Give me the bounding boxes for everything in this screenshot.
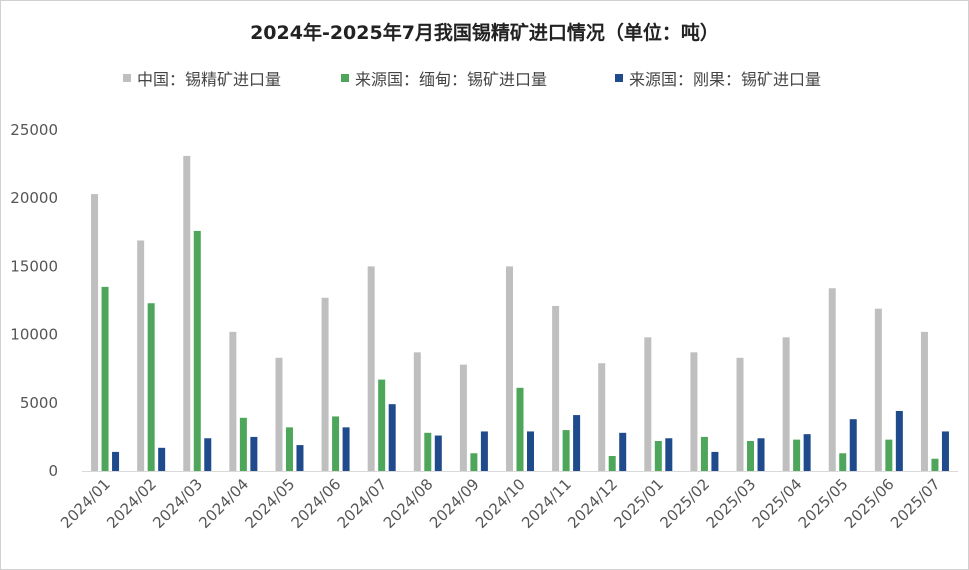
bar-series-0-2025-04 xyxy=(782,337,790,471)
bar-series-1-2024-01 xyxy=(101,286,109,471)
x-tick-label: 2025/03 xyxy=(703,475,760,532)
bar-series-2-2025-01 xyxy=(665,438,673,471)
legend-label-congo: 来源国：刚果：锡矿进口量 xyxy=(629,70,822,89)
bar-series-1-2024-03 xyxy=(193,230,201,471)
x-tick-label: 2025/04 xyxy=(749,475,806,532)
bar-series-0-2024-04 xyxy=(229,331,237,471)
bar-series-0-2024-12 xyxy=(598,363,606,471)
bar-series-1-2024-08 xyxy=(424,432,432,471)
x-tick-label: 2024/05 xyxy=(242,475,299,532)
x-tick-label: 2024/06 xyxy=(288,475,345,532)
legend-item-china: 中国：锡精矿进口量 xyxy=(123,66,281,90)
bar-series-0-2024-06 xyxy=(321,297,329,471)
bar-series-2-2024-04 xyxy=(250,436,258,471)
x-tick-label: 2024/01 xyxy=(57,475,114,532)
bar-series-2-2024-03 xyxy=(204,438,212,471)
bar-series-2-2024-10 xyxy=(527,431,534,471)
x-tick-label: 2024/04 xyxy=(195,475,252,532)
bar-series-0-2024-08 xyxy=(413,352,421,471)
bar-series-2-2025-06 xyxy=(895,410,903,471)
bar-series-1-2024-09 xyxy=(470,453,478,471)
bar-series-2-2024-11 xyxy=(573,415,581,471)
bar-series-2-2024-02 xyxy=(158,447,166,471)
x-tick-label: 2024/02 xyxy=(103,475,160,532)
bar-series-2-2024-12 xyxy=(619,432,627,471)
bar-series-2-2025-02 xyxy=(711,451,719,471)
x-tick-label: 2024/09 xyxy=(426,475,483,532)
bar-series-1-2024-11 xyxy=(562,430,570,471)
bar-series-1-2024-10 xyxy=(516,387,524,471)
y-tick-label: 25000 xyxy=(10,121,58,139)
bar-series-0-2024-03 xyxy=(183,155,191,471)
x-tick-label: 2024/07 xyxy=(334,475,391,532)
bar-series-1-2025-03 xyxy=(747,440,755,471)
bar-series-2-2024-05 xyxy=(296,445,304,471)
bar-series-2-2024-09 xyxy=(480,431,488,471)
bar-series-0-2024-07 xyxy=(367,266,375,471)
bar-series-0-2024-11 xyxy=(552,305,560,471)
x-tick-label: 2025/01 xyxy=(610,475,667,532)
x-tick-label: 2024/11 xyxy=(518,475,575,532)
bar-series-2-2025-03 xyxy=(757,438,765,471)
legend-label-china: 中国：锡精矿进口量 xyxy=(137,70,282,89)
bar-series-1-2024-05 xyxy=(285,427,293,471)
bar-series-1-2024-07 xyxy=(378,379,386,471)
y-tick-label: 0 xyxy=(48,462,58,480)
x-tick-label: 2025/06 xyxy=(841,475,898,532)
bar-series-1-2025-01 xyxy=(654,440,662,471)
bar-series-1-2024-12 xyxy=(608,455,616,471)
bar-series-1-2025-07 xyxy=(931,458,939,471)
bar-series-1-2024-06 xyxy=(332,416,340,471)
bar-series-2-2025-04 xyxy=(803,434,811,471)
x-tick-label: 2025/02 xyxy=(656,475,713,532)
bar-series-0-2025-03 xyxy=(736,357,744,471)
legend-swatch-congo xyxy=(615,74,623,82)
bar-series-2-2024-06 xyxy=(342,427,350,471)
x-tick-label: 2025/05 xyxy=(795,475,852,532)
bar-series-0-2025-01 xyxy=(644,337,652,471)
bar-series-2-2024-01 xyxy=(112,451,120,471)
x-tick-label: 2024/12 xyxy=(564,475,621,532)
bar-series-0-2024-01 xyxy=(91,194,99,471)
bar-series-0-2025-05 xyxy=(828,288,836,471)
legend-swatch-china xyxy=(123,74,131,82)
bar-series-0-2024-05 xyxy=(275,357,283,471)
x-tick-label: 2025/07 xyxy=(887,475,944,532)
bar-series-2-2024-08 xyxy=(434,435,442,471)
bar-series-0-2024-09 xyxy=(459,364,467,471)
legend-item-congo: 来源国：刚果：锡矿进口量 xyxy=(615,66,821,90)
bar-series-1-2024-04 xyxy=(239,417,247,471)
bar-series-2-2025-07 xyxy=(941,431,949,471)
bar-series-0-2024-02 xyxy=(137,240,145,471)
bar-series-1-2024-02 xyxy=(147,303,155,471)
legend-label-myanmar: 来源国：缅甸：锡矿进口量 xyxy=(355,70,548,89)
legend-swatch-myanmar xyxy=(341,74,349,82)
bar-series-0-2025-02 xyxy=(690,352,698,471)
bar-series-1-2025-02 xyxy=(700,436,708,471)
chart-title: 2024年-2025年7月我国锡精矿进口情况（单位：吨） xyxy=(250,22,719,44)
y-tick-label: 15000 xyxy=(10,257,58,275)
bar-series-0-2024-10 xyxy=(506,266,513,471)
bar-series-2-2025-05 xyxy=(849,419,857,471)
y-tick-label: 20000 xyxy=(10,189,58,207)
x-tick-label: 2024/03 xyxy=(149,475,206,532)
bar-series-0-2025-07 xyxy=(920,331,928,471)
bar-series-0-2025-06 xyxy=(874,308,882,471)
y-tick-label: 5000 xyxy=(20,394,58,412)
y-tick-label: 10000 xyxy=(10,326,58,344)
bar-series-2-2024-07 xyxy=(388,404,396,471)
bar-series-1-2025-06 xyxy=(885,439,893,471)
x-tick-label: 2024/10 xyxy=(472,475,529,532)
legend-item-myanmar: 来源国：缅甸：锡矿进口量 xyxy=(341,66,547,90)
bar-series-1-2025-05 xyxy=(839,453,847,471)
chart-legend: 中国：锡精矿进口量 来源国：缅甸：锡矿进口量 来源国：刚果：锡矿进口量 xyxy=(0,66,969,90)
bar-series-1-2025-04 xyxy=(793,439,801,471)
x-tick-label: 2024/08 xyxy=(380,475,437,532)
